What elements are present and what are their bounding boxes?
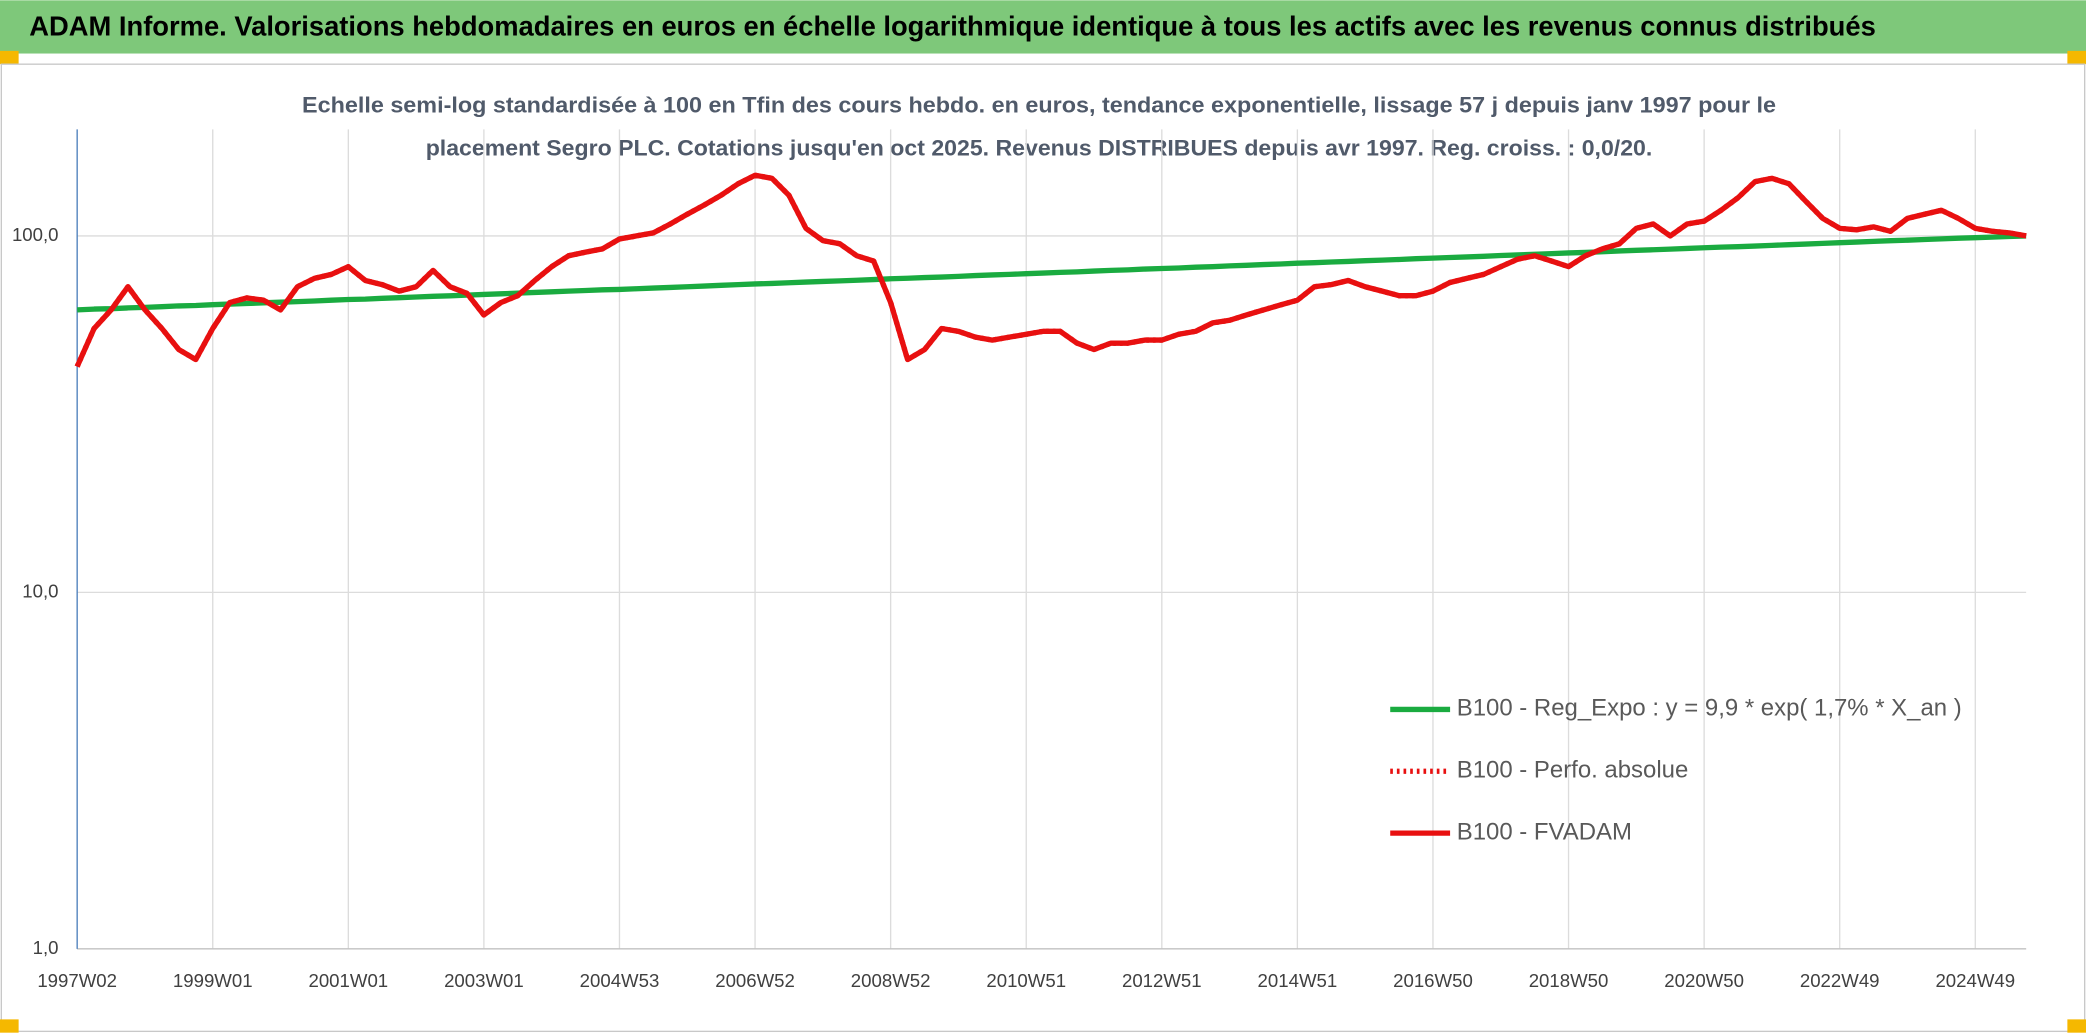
legend-label: B100 - Perfo. absolue	[1457, 757, 1689, 784]
corner	[2067, 1019, 2086, 1033]
corner	[2067, 50, 2086, 65]
series-line	[74, 172, 2027, 368]
corner	[0, 1019, 19, 1033]
legend-label: B100 - FVADAM	[1457, 818, 1632, 845]
x-tick-label: 2001W01	[308, 970, 388, 991]
y-tick-label: 1,0	[33, 937, 59, 958]
x-tick-label: 2014W51	[1258, 970, 1338, 991]
chart-frame	[0, 63, 2086, 1033]
x-tick-label: 2008W52	[851, 970, 931, 991]
x-tick-label: 2006W52	[715, 970, 795, 991]
x-tick-label: 2003W01	[444, 970, 524, 991]
x-tick-label: 2018W50	[1529, 970, 1609, 991]
series-line	[77, 233, 2027, 313]
x-tick-label: 1997W02	[37, 970, 117, 991]
y-tick-label: 10,0	[22, 580, 58, 601]
y-tick-label: 100,0	[12, 224, 59, 245]
legend-label: B100 - Reg_Expo : y = 9,9 * exp( 1,7% * …	[1457, 695, 1962, 722]
x-tick-label: 2020W50	[1664, 970, 1744, 991]
title-bar	[0, 0, 2086, 54]
x-tick-label: 2024W49	[1935, 970, 2015, 991]
x-tick-label: 1999W01	[173, 970, 253, 991]
x-tick-label: 2016W50	[1393, 970, 1473, 991]
x-tick-label: 2004W53	[580, 970, 660, 991]
x-tick-label: 2010W51	[986, 970, 1066, 991]
chart-subtitle: placement Segro PLC. Cotations jusqu'en …	[426, 135, 1653, 160]
x-tick-label: 2012W51	[1122, 970, 1202, 991]
corner	[0, 50, 19, 65]
chart-subtitle: Echelle semi-log standardisée à 100 en T…	[302, 93, 1776, 118]
x-tick-label: 2022W49	[1800, 970, 1880, 991]
chart-title: ADAM Informe. Valorisations hebdomadaire…	[29, 11, 1876, 42]
